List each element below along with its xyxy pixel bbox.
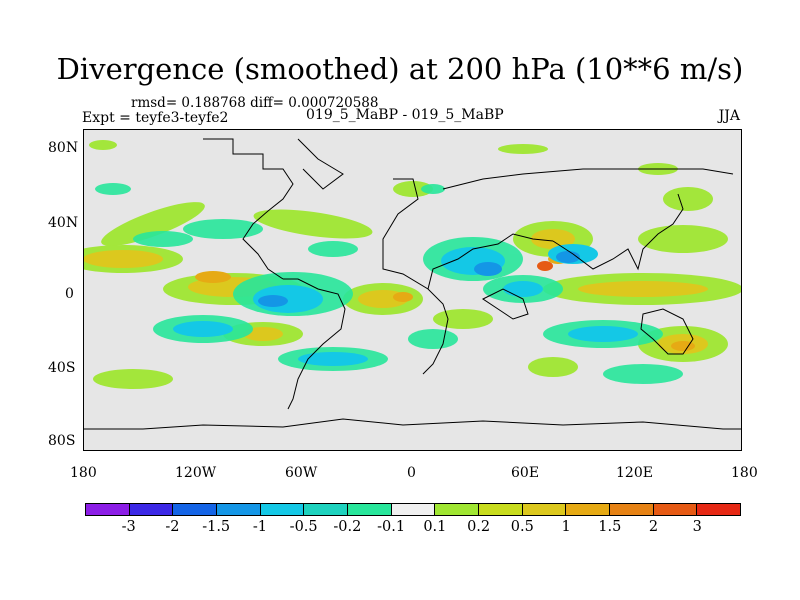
- continent-outlines: [83, 138, 742, 430]
- colorbar-swatch: [391, 504, 436, 515]
- y-tick-label: 80S: [48, 433, 76, 449]
- colorbar-swatch: [435, 504, 480, 515]
- colorbar-label: -1: [252, 519, 267, 535]
- colorbar-label: 0.2: [467, 519, 491, 535]
- x-tick-label: 60E: [511, 465, 540, 481]
- colorbar: [85, 503, 741, 516]
- colorbar-swatch: [260, 504, 305, 515]
- x-tick-label: 0: [407, 465, 416, 481]
- experiment-label: Expt = teyfe3-teyfe2: [82, 110, 229, 126]
- y-tick-label: 0: [65, 286, 74, 302]
- x-tick-label: 180: [70, 465, 97, 481]
- colorbar-label: 1: [561, 519, 571, 535]
- x-tick-label: 120E: [616, 465, 653, 481]
- colorbar-swatch: [348, 504, 392, 515]
- colorbar-swatch: [86, 504, 130, 515]
- y-tick-label: 80N: [48, 140, 79, 156]
- colorbar-swatch: [566, 504, 611, 515]
- colorbar-label: -0.5: [289, 519, 318, 535]
- divergence-map: [83, 129, 742, 451]
- colorbar-swatch: [479, 504, 523, 515]
- subtitle-label: 019_5_MaBP - 019_5_MaBP: [306, 107, 504, 123]
- divergence-fields: [83, 140, 742, 389]
- colorbar-label: -0.2: [333, 519, 362, 535]
- plot-title: Divergence (smoothed) at 200 hPa (10**6 …: [56, 52, 744, 86]
- y-tick-label: 40N: [48, 215, 79, 231]
- colorbar-swatch: [217, 504, 261, 515]
- colorbar-label: -3: [121, 519, 136, 535]
- rmsd-diff-stats: rmsd= 0.188768 diff= 0.000720588: [131, 95, 379, 111]
- colorbar-label: -2: [165, 519, 180, 535]
- colorbar-label: 3: [692, 519, 702, 535]
- x-tick-label: 60W: [285, 465, 318, 481]
- colorbar-swatch: [653, 504, 698, 515]
- colorbar-swatch: [173, 504, 218, 515]
- colorbar-swatch: [304, 504, 349, 515]
- colorbar-swatch: [522, 504, 567, 515]
- x-tick-label: 180: [731, 465, 758, 481]
- colorbar-label: -0.1: [377, 519, 406, 535]
- map-frame: [83, 129, 742, 451]
- colorbar-label: 2: [648, 519, 659, 535]
- colorbar-swatch: [610, 504, 654, 515]
- colorbar-label: 0.1: [423, 519, 447, 535]
- colorbar-label: 0.5: [510, 519, 534, 535]
- colorbar-label: -1.5: [202, 519, 231, 535]
- season-label: JJA: [718, 108, 740, 124]
- x-tick-label: 120W: [175, 465, 217, 481]
- colorbar-swatch: [129, 504, 174, 515]
- colorbar-swatch: [697, 504, 741, 515]
- colorbar-label: 1.5: [598, 519, 622, 535]
- y-tick-label: 40S: [48, 360, 76, 376]
